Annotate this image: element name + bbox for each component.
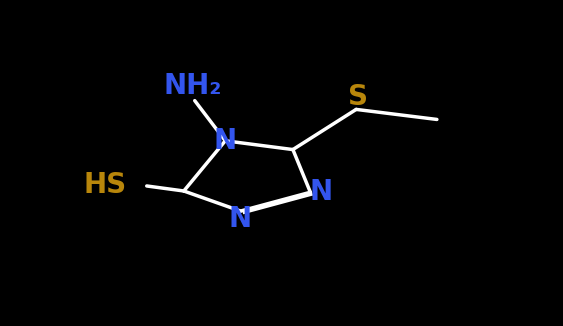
Text: NH₂: NH₂ [163,72,222,99]
Text: N: N [214,127,237,155]
Text: HS: HS [84,171,127,199]
Text: N: N [229,205,252,232]
Text: S: S [348,83,368,111]
Text: N: N [310,178,333,206]
